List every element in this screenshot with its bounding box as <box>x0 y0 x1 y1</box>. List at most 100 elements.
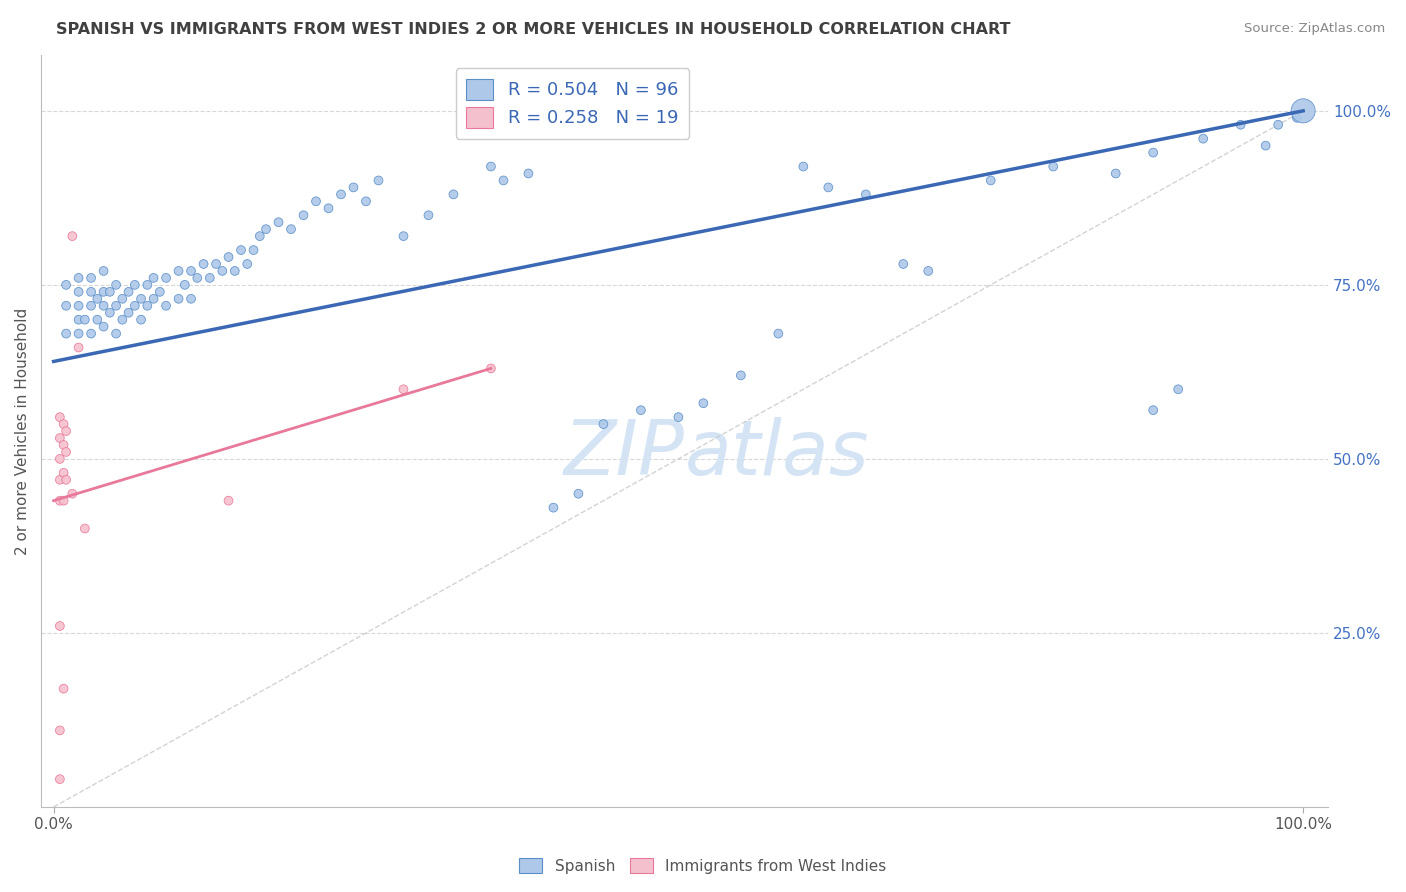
Point <box>49 431 72 445</box>
Point <box>1285 111 1308 125</box>
Point <box>305 194 328 209</box>
Point <box>1192 131 1215 145</box>
Point <box>1105 166 1128 180</box>
Point <box>80 299 103 313</box>
Point <box>224 264 246 278</box>
Point <box>55 277 77 292</box>
Point <box>891 257 914 271</box>
Point <box>73 522 96 536</box>
Point <box>55 424 77 438</box>
Y-axis label: 2 or more Vehicles in Household: 2 or more Vehicles in Household <box>15 308 30 555</box>
Point <box>392 229 415 244</box>
Point <box>630 403 652 417</box>
Point <box>49 772 72 786</box>
Point <box>80 326 103 341</box>
Point <box>52 417 75 431</box>
Point <box>149 285 172 299</box>
Point <box>792 160 814 174</box>
Point <box>52 438 75 452</box>
Point <box>117 285 139 299</box>
Point <box>93 299 115 313</box>
Point <box>136 299 159 313</box>
Point <box>318 202 340 216</box>
Text: atlas: atlas <box>685 417 869 491</box>
Point <box>173 277 195 292</box>
Point <box>180 264 202 278</box>
Point <box>55 445 77 459</box>
Point <box>666 410 689 425</box>
Point <box>567 486 589 500</box>
Point <box>129 292 152 306</box>
Point <box>280 222 302 236</box>
Point <box>167 264 190 278</box>
Text: ZIP: ZIP <box>564 417 685 491</box>
Point <box>55 326 77 341</box>
Point <box>443 187 465 202</box>
Point <box>218 250 240 264</box>
Point <box>67 326 90 341</box>
Point <box>67 271 90 285</box>
Point <box>86 292 108 306</box>
Point <box>52 466 75 480</box>
Point <box>55 473 77 487</box>
Point <box>155 271 177 285</box>
Point <box>1254 138 1277 153</box>
Point <box>129 312 152 326</box>
Point <box>211 264 233 278</box>
Point <box>229 243 252 257</box>
Point <box>142 271 165 285</box>
Point <box>180 292 202 306</box>
Text: Source: ZipAtlas.com: Source: ZipAtlas.com <box>1244 22 1385 36</box>
Point <box>155 299 177 313</box>
Point <box>768 326 790 341</box>
Point <box>1267 118 1289 132</box>
Point <box>205 257 228 271</box>
Point <box>249 229 271 244</box>
Point <box>1167 382 1189 396</box>
Point <box>330 187 353 202</box>
Point <box>49 723 72 738</box>
Point <box>193 257 215 271</box>
Point <box>105 277 128 292</box>
Point <box>1142 145 1164 160</box>
Point <box>236 257 259 271</box>
Point <box>86 312 108 326</box>
Point <box>218 493 240 508</box>
Point <box>1229 118 1251 132</box>
Point <box>136 277 159 292</box>
Point <box>354 194 377 209</box>
Point <box>692 396 714 410</box>
Point <box>49 493 72 508</box>
Point <box>49 619 72 633</box>
Point <box>55 299 77 313</box>
Point <box>1042 160 1064 174</box>
Point <box>342 180 364 194</box>
Point <box>543 500 565 515</box>
Point <box>73 312 96 326</box>
Point <box>254 222 277 236</box>
Point <box>198 271 221 285</box>
Point <box>917 264 939 278</box>
Point <box>124 299 146 313</box>
Point <box>98 306 121 320</box>
Point <box>67 299 90 313</box>
Point <box>60 229 83 244</box>
Point <box>80 271 103 285</box>
Point <box>117 306 139 320</box>
Point <box>817 180 839 194</box>
Point <box>67 312 90 326</box>
Point <box>492 173 515 187</box>
Point <box>67 341 90 355</box>
Point <box>52 493 75 508</box>
Point <box>1292 103 1315 118</box>
Point <box>980 173 1002 187</box>
Point <box>418 208 440 222</box>
Point <box>93 319 115 334</box>
Point <box>479 160 502 174</box>
Point <box>292 208 315 222</box>
Point <box>60 486 83 500</box>
Point <box>49 473 72 487</box>
Point <box>105 326 128 341</box>
Point <box>52 681 75 696</box>
Legend: Spanish, Immigrants from West Indies: Spanish, Immigrants from West Indies <box>513 852 893 880</box>
